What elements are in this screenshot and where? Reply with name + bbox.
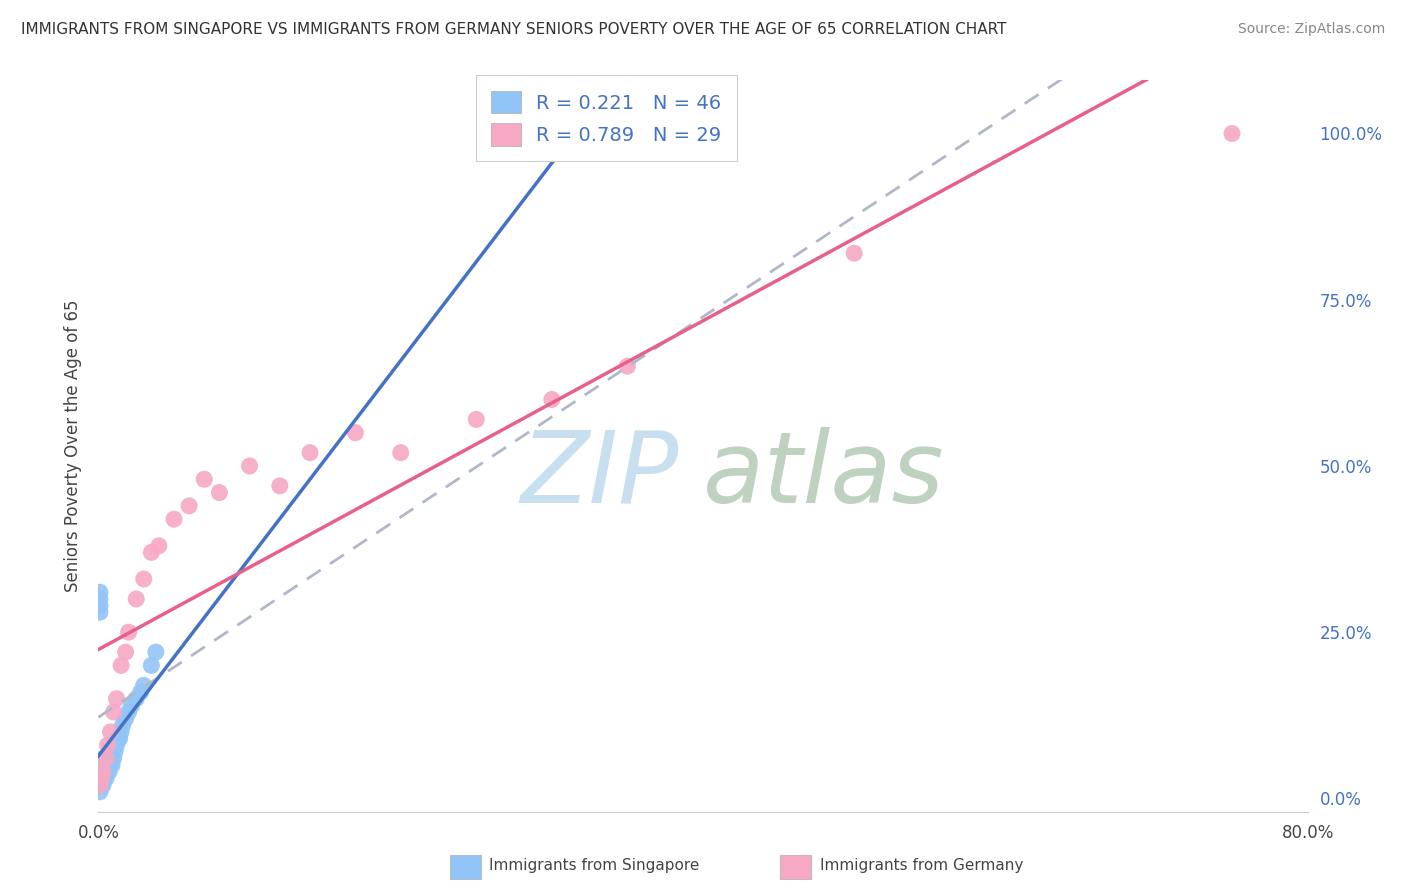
Point (89, 778, 111, 792)
Point (179, 499, 201, 513)
Point (132, 572, 155, 586)
Point (93, 764, 115, 779)
Point (111, 718, 134, 732)
Point (163, 512, 186, 526)
Point (90, 758, 112, 772)
Point (104, 745, 127, 759)
Text: Immigrants from Germany: Immigrants from Germany (820, 858, 1024, 872)
Point (107, 731, 129, 746)
Point (100, 758, 122, 772)
Point (94, 751, 117, 765)
Point (89, 772, 111, 786)
Point (101, 745, 124, 759)
Point (299, 445, 322, 459)
FancyBboxPatch shape (780, 855, 811, 879)
Point (89, 599, 111, 613)
Point (89, 605, 111, 619)
Point (93, 758, 115, 772)
Point (344, 425, 367, 440)
Point (94, 772, 117, 786)
Point (616, 359, 638, 374)
Point (125, 691, 148, 706)
Point (98, 764, 121, 779)
Point (239, 458, 262, 473)
Point (89, 785, 111, 799)
Point (91, 772, 114, 786)
Point (208, 485, 231, 500)
Text: Source: ZipAtlas.com: Source: ZipAtlas.com (1237, 22, 1385, 37)
Point (96, 738, 118, 752)
Point (89, 764, 111, 779)
Text: ZIP: ZIP (520, 426, 679, 524)
Point (132, 678, 155, 692)
Legend: R = 0.221   N = 46, R = 0.789   N = 29: R = 0.221 N = 46, R = 0.789 N = 29 (475, 75, 737, 161)
Point (389, 445, 412, 459)
Point (100, 745, 122, 759)
Point (98, 751, 121, 765)
FancyBboxPatch shape (450, 855, 481, 879)
Point (114, 645, 136, 659)
Point (94, 751, 117, 765)
Point (145, 645, 167, 659)
Point (141, 658, 163, 673)
Point (96, 758, 118, 772)
Point (108, 731, 131, 746)
Point (844, 246, 866, 260)
Point (105, 738, 128, 752)
Point (89, 591, 111, 606)
Point (89, 778, 111, 792)
Point (118, 625, 141, 640)
Point (101, 758, 124, 772)
Point (193, 472, 215, 486)
Point (121, 698, 143, 713)
Point (90, 764, 112, 779)
Point (90, 772, 112, 786)
Point (141, 545, 163, 559)
Text: Immigrants from Singapore: Immigrants from Singapore (489, 858, 700, 872)
Point (90, 772, 112, 786)
Point (110, 725, 132, 739)
Point (90, 778, 112, 792)
Point (91, 778, 114, 792)
Point (105, 691, 128, 706)
Point (94, 764, 117, 779)
Text: atlas: atlas (703, 426, 945, 524)
Point (91, 764, 114, 779)
Point (91, 764, 114, 779)
Point (96, 764, 118, 779)
Point (93, 772, 115, 786)
Point (465, 412, 488, 426)
Point (91, 751, 114, 765)
Point (103, 705, 125, 719)
Point (103, 751, 125, 765)
Y-axis label: Seniors Poverty Over the Age of 65: Seniors Poverty Over the Age of 65 (63, 300, 82, 592)
Point (1220, 127, 1243, 141)
Point (540, 392, 562, 407)
Point (103, 738, 125, 752)
Point (118, 705, 141, 719)
Text: IMMIGRANTS FROM SINGAPORE VS IMMIGRANTS FROM GERMANY SENIORS POVERTY OVER THE AG: IMMIGRANTS FROM SINGAPORE VS IMMIGRANTS … (21, 22, 1007, 37)
Point (148, 539, 170, 553)
Point (269, 479, 291, 493)
Point (114, 712, 136, 726)
Point (100, 725, 122, 739)
Point (110, 658, 132, 673)
Point (125, 591, 148, 606)
Point (89, 585, 111, 599)
Point (129, 685, 152, 699)
